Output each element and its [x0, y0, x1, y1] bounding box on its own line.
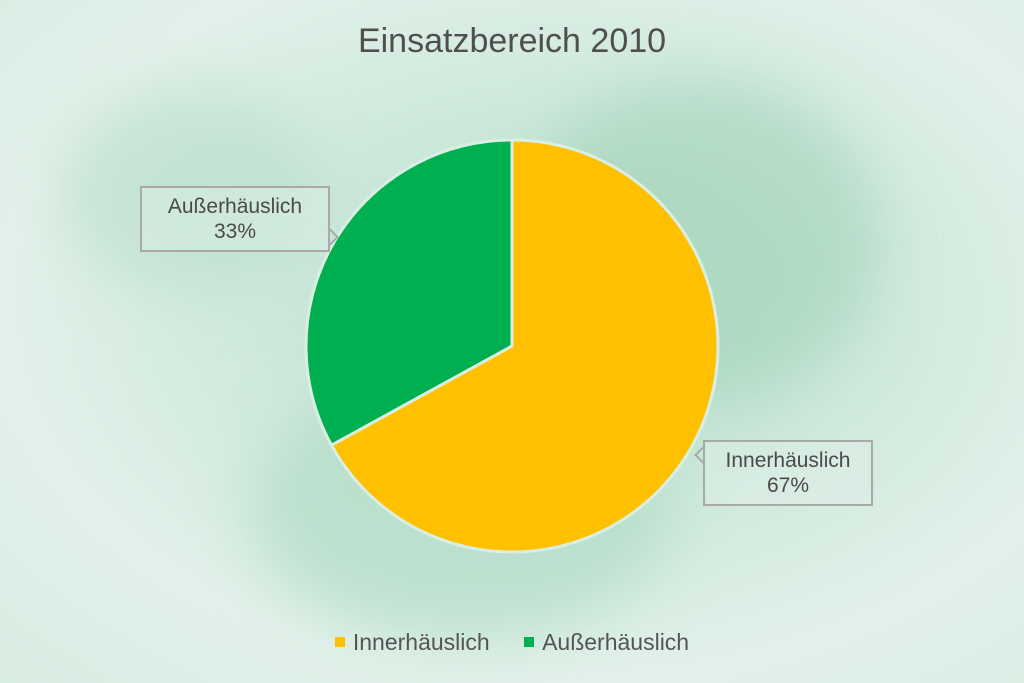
- data-label-category: Innerhäuslich: [725, 449, 851, 472]
- data-label-category: Außerhäuslich: [167, 195, 303, 218]
- legend-label: Außerhäuslich: [542, 628, 690, 655]
- data-label-inside: Innerhäuslich 67%: [694, 440, 873, 506]
- data-label-outside: Außerhäuslich 33%: [140, 186, 339, 252]
- background-wash: [60, 90, 320, 290]
- pie-slice-ausserhaeuslich: [304, 138, 514, 448]
- legend-label: Innerhäuslich: [352, 628, 490, 655]
- chart-title: Einsatzbereich 2010: [357, 22, 667, 60]
- data-label-percent: 33%: [213, 220, 257, 243]
- pie-slice-innerhaeuslich: [329, 138, 720, 554]
- legend: Innerhäuslich Außerhäuslich: [0, 626, 1024, 656]
- data-label-percent: 67%: [766, 474, 810, 497]
- legend-entry-innerhaeuslich: Innerhäuslich: [334, 628, 490, 656]
- legend-swatch: [334, 637, 345, 647]
- legend-swatch: [524, 637, 535, 647]
- legend-entry-ausserhaeuslich: Außerhäuslich: [524, 629, 689, 656]
